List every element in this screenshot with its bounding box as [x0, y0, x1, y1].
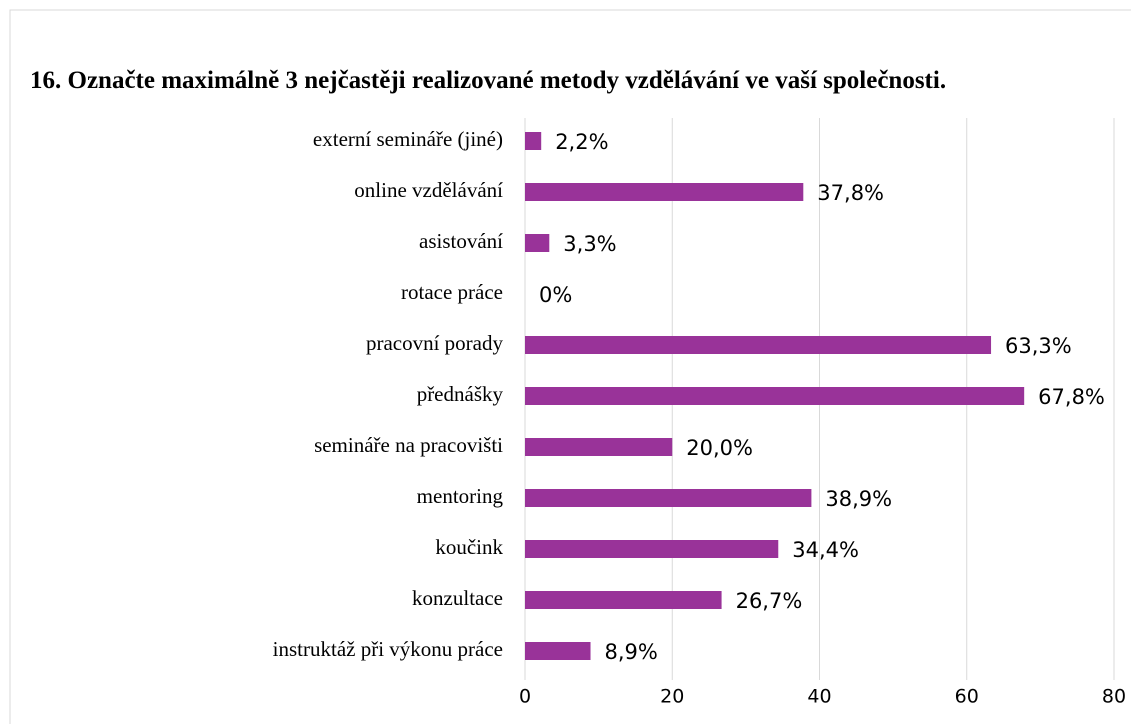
y-tick-label: online vzdělávání — [354, 178, 503, 202]
y-tick-label: rotace práce — [401, 280, 503, 304]
x-tick-label: 60 — [955, 686, 979, 708]
value-label: 20,0% — [686, 436, 753, 460]
value-label: 38,9% — [825, 487, 892, 511]
y-tick-label: instruktáž při výkonu práce — [273, 637, 503, 661]
value-label: 8,9% — [605, 640, 658, 664]
y-tick-label: asistování — [419, 229, 503, 253]
value-label: 3,3% — [563, 232, 616, 256]
bar — [525, 234, 550, 252]
y-tick-label: externí semináře (jiné) — [313, 127, 503, 151]
value-label: 0% — [539, 283, 572, 307]
value-label: 63,3% — [1005, 334, 1072, 358]
bar — [525, 438, 673, 456]
bar — [525, 336, 992, 354]
value-label: 37,8% — [817, 181, 884, 205]
x-tick-label: 20 — [660, 686, 684, 708]
y-tick-label: semináře na pracovišti — [314, 433, 503, 457]
value-label: 67,8% — [1038, 385, 1105, 409]
value-label: 2,2% — [555, 130, 608, 154]
x-tick-label: 40 — [807, 686, 831, 708]
chart-title: 16. Označte maximálně 3 nejčastěji reali… — [30, 67, 947, 94]
y-tick-label: mentoring — [417, 484, 504, 508]
bar — [525, 387, 1025, 405]
bar — [525, 183, 804, 201]
chart-border — [9, 9, 1131, 724]
bar — [525, 540, 779, 558]
x-tick-label: 80 — [1102, 686, 1126, 708]
y-tick-label: pracovní porady — [366, 331, 504, 355]
bar — [525, 132, 542, 150]
value-label: 34,4% — [792, 538, 859, 562]
y-tick-label: koučink — [435, 535, 503, 559]
y-tick-label: konzultace — [412, 586, 503, 610]
x-tick-label: 0 — [519, 686, 531, 708]
bar — [525, 489, 812, 507]
bar — [525, 591, 722, 609]
value-label: 26,7% — [736, 589, 803, 613]
y-tick-label: přednášky — [417, 382, 504, 406]
bar — [525, 642, 591, 660]
